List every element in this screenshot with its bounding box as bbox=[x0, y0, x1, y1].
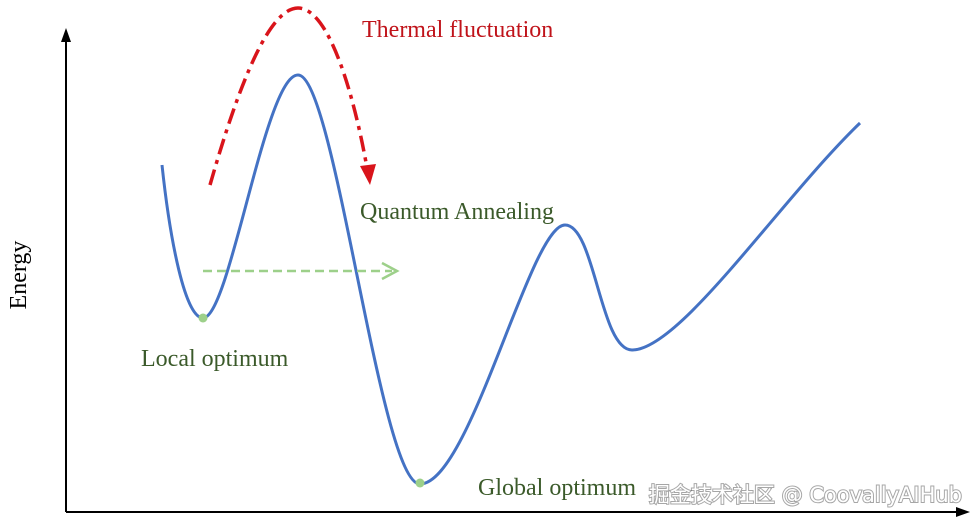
energy-curve bbox=[160, 73, 862, 486]
thermal-arrowhead bbox=[360, 164, 376, 185]
quantum-arrowhead bbox=[381, 261, 400, 281]
global-label: Global optimum bbox=[478, 475, 636, 501]
global-minimum-point bbox=[415, 478, 425, 488]
local-minimum-point bbox=[198, 313, 208, 323]
y-axis-arrow bbox=[61, 28, 71, 42]
thermal-arrow bbox=[208, 6, 369, 186]
x-axis-arrow bbox=[956, 507, 970, 517]
quantum-label: Quantum Annealing bbox=[360, 199, 554, 225]
local-label: Local optimum bbox=[141, 346, 289, 372]
thermal-label: Thermal fluctuation bbox=[362, 17, 553, 43]
y-axis-label: Energy bbox=[6, 241, 32, 310]
watermark: 掘金技术社区 @ CoovallyAIHub bbox=[649, 483, 962, 507]
